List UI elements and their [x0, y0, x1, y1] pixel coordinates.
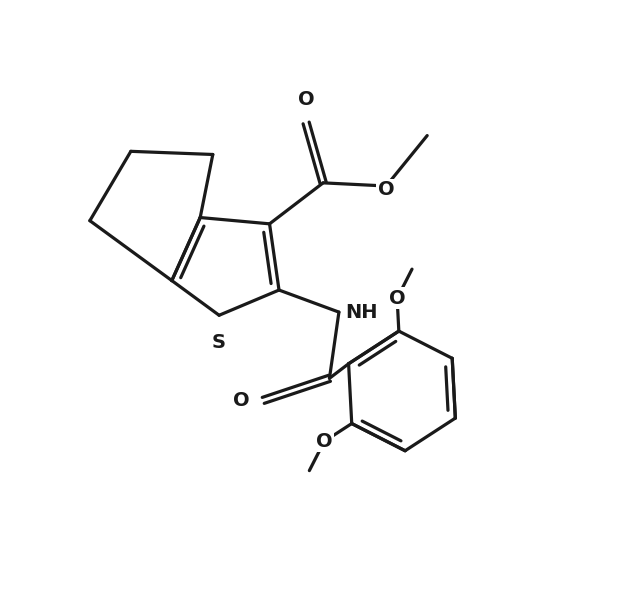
Text: O: O — [298, 90, 314, 109]
Text: O: O — [233, 391, 250, 410]
Text: O: O — [389, 289, 405, 308]
Text: NH: NH — [345, 302, 378, 322]
Text: O: O — [316, 432, 333, 451]
Text: S: S — [212, 333, 226, 352]
Text: O: O — [378, 180, 394, 199]
